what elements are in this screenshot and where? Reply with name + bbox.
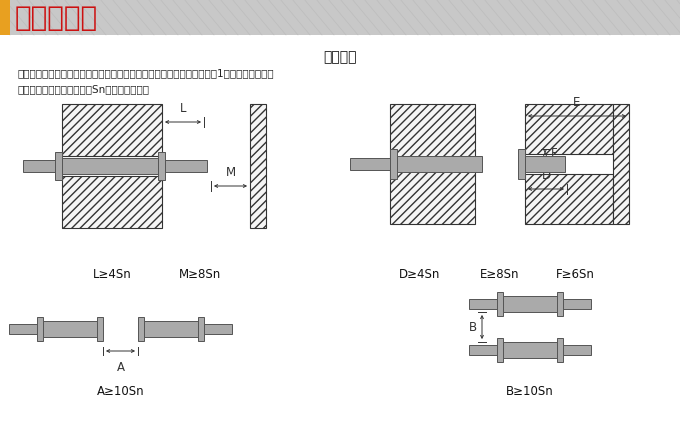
Bar (62, 177, 162, 228)
Text: B: B (469, 321, 477, 334)
Bar (0, 0, 680, 36)
Bar (37, 317, 43, 341)
Bar (469, 299, 497, 309)
Bar (525, 174, 613, 224)
Bar (62, 159, 158, 174)
Bar (563, 299, 591, 309)
Bar (503, 342, 558, 358)
Bar (204, 324, 232, 334)
Text: D: D (541, 169, 551, 181)
Bar (497, 293, 503, 316)
Text: L: L (180, 102, 186, 115)
Text: 安装示意图: 安装示意图 (15, 4, 98, 32)
Text: E: E (573, 96, 581, 109)
Bar (23, 161, 55, 173)
Bar (55, 153, 62, 181)
Bar (390, 105, 475, 224)
Bar (390, 150, 397, 180)
Text: 以免影响开关可靠动作。（Sn表示约定距离）: 以免影响开关可靠动作。（Sn表示约定距离） (18, 84, 150, 94)
Bar (158, 153, 165, 181)
Bar (350, 159, 390, 171)
Text: A≥10Sn: A≥10Sn (97, 384, 144, 397)
Bar (525, 105, 613, 155)
Bar (563, 345, 591, 355)
Text: D≥4Sn: D≥4Sn (399, 267, 441, 280)
Bar (503, 296, 558, 312)
Text: L≥4Sn: L≥4Sn (92, 267, 131, 280)
Bar (198, 317, 204, 341)
Text: 当安装接近开关时，周围有金属，开关对置或并列布置时，请以大于（图1）所示尺寸安装，: 当安装接近开关时，周围有金属，开关对置或并列布置时，请以大于（图1）所示尺寸安装… (18, 68, 275, 78)
Text: F≥6Sn: F≥6Sn (556, 267, 594, 280)
Text: F: F (551, 147, 558, 160)
Text: A: A (116, 360, 124, 373)
Bar (469, 345, 497, 355)
Text: M: M (226, 166, 235, 178)
Bar (557, 293, 563, 316)
Bar (613, 105, 629, 224)
Bar (165, 161, 207, 173)
Text: E≥8Sn: E≥8Sn (480, 267, 520, 280)
Bar (0, 0, 10, 36)
Bar (397, 157, 482, 173)
Bar (62, 105, 162, 157)
Bar (138, 317, 144, 341)
Bar (9, 324, 37, 334)
Bar (250, 105, 266, 228)
Bar (97, 317, 103, 341)
Bar (497, 338, 503, 362)
Bar (525, 157, 565, 173)
Bar (518, 150, 525, 180)
Bar (557, 338, 563, 362)
Text: B≥10Sn: B≥10Sn (506, 384, 554, 397)
Bar (43, 321, 98, 337)
Bar (144, 321, 199, 337)
Text: 安装要求: 安装要求 (323, 50, 357, 64)
Text: M≥8Sn: M≥8Sn (179, 267, 221, 280)
